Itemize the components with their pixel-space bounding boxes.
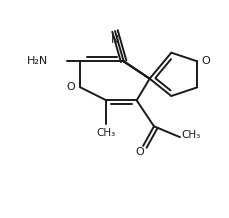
Text: CH₃: CH₃ [96, 128, 115, 138]
Text: CH₃: CH₃ [180, 130, 199, 140]
Text: O: O [201, 56, 210, 66]
Text: O: O [66, 82, 75, 92]
Text: H₂N: H₂N [27, 56, 48, 66]
Text: N: N [110, 35, 119, 45]
Text: O: O [135, 147, 144, 157]
